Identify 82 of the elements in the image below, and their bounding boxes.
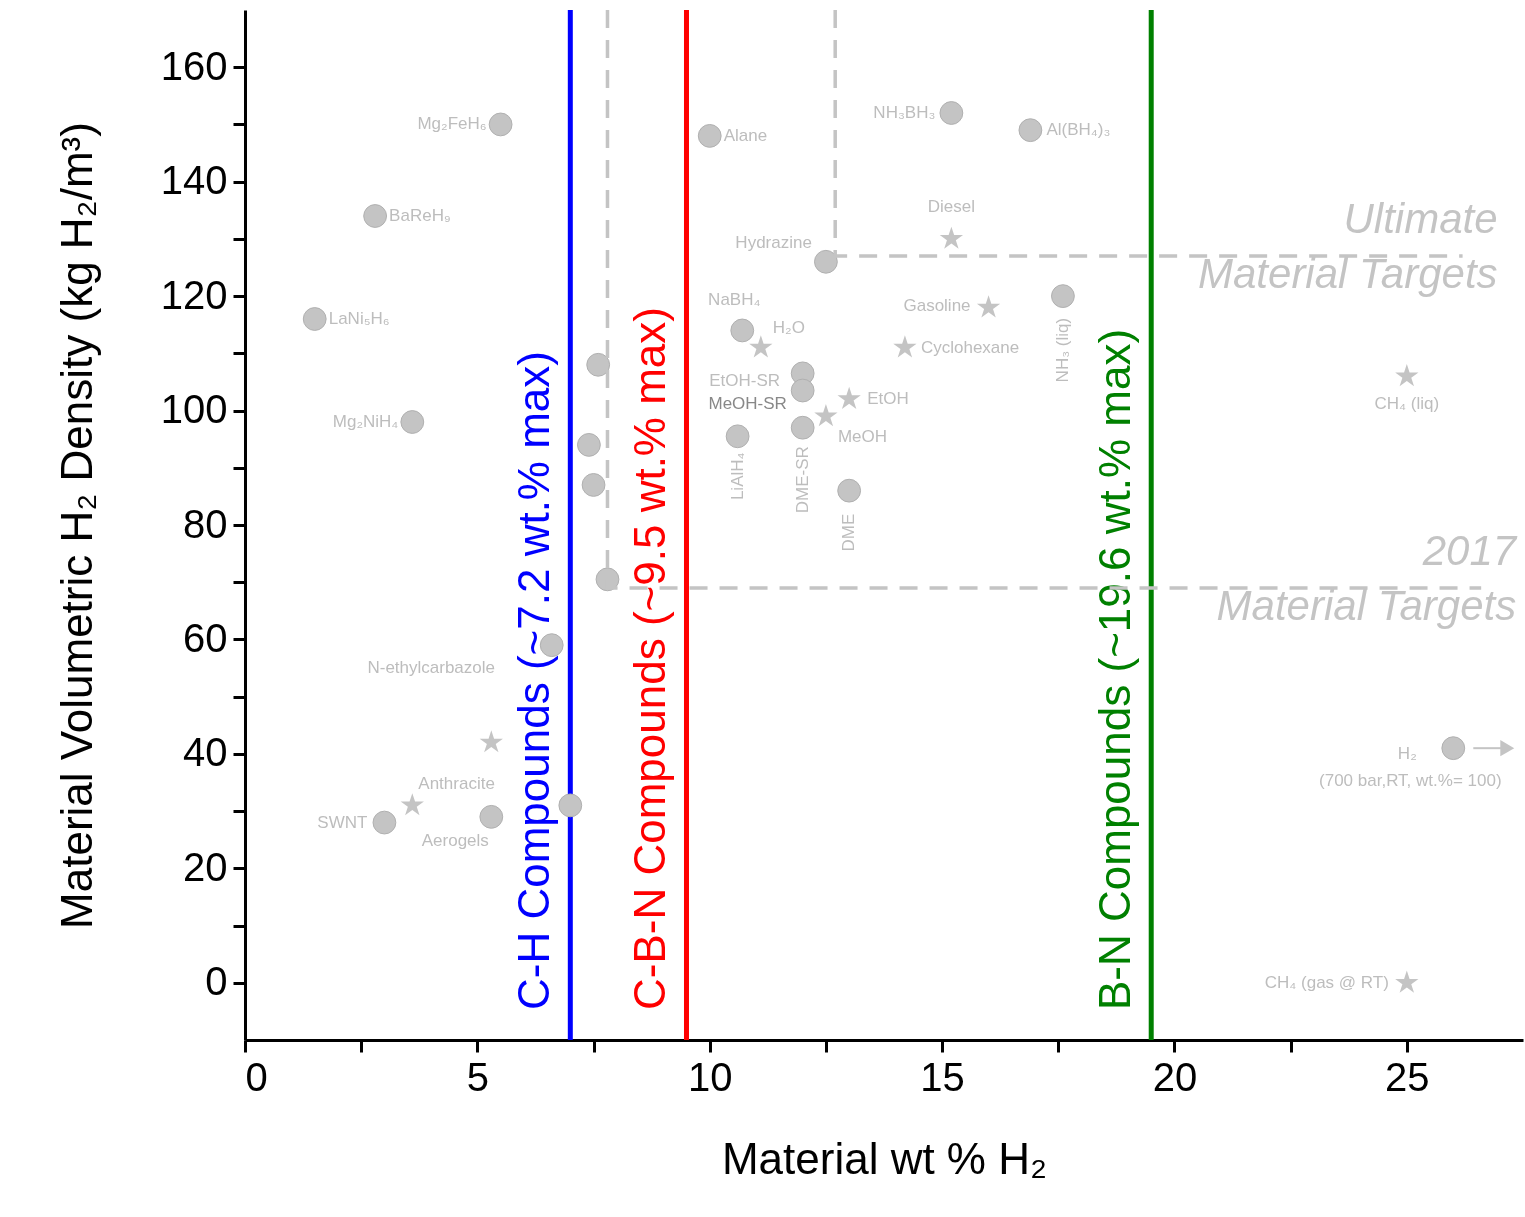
y-tick-label: 160 [160, 43, 228, 88]
annotation: Mg₂NiH₄ [332, 412, 399, 431]
point [790, 415, 815, 440]
ref-line-label: B-N Compounds (~19.6 wt.% max) [1090, 328, 1140, 1010]
x-tick-label: 20 [1152, 1054, 1198, 1099]
annotation: NH₃ (liq) [1052, 317, 1072, 383]
y-tick-label: 100 [160, 387, 228, 432]
point [586, 352, 611, 377]
annotation: Hydrazine [735, 232, 812, 252]
x-tick-label: 15 [920, 1054, 965, 1099]
series-label: 2017 Material Targets [1216, 526, 1518, 629]
point [1395, 363, 1419, 387]
y-tick-label: 80 [183, 501, 228, 546]
point [837, 478, 862, 503]
point [893, 335, 917, 358]
annotation: Diesel [927, 196, 976, 216]
point [939, 101, 964, 125]
point [939, 226, 964, 249]
annotation: Cyclohexane [920, 337, 1020, 357]
y-axis-title: Material Volumetric H₂ Density (kg H₂/m³) [51, 122, 101, 929]
point [577, 433, 601, 457]
point [697, 124, 722, 148]
y-tick-label: 120 [160, 272, 228, 317]
annotation: LiAlH₄ [727, 452, 747, 501]
annotation: H₂O [772, 317, 805, 337]
annotation: H₂ [1397, 744, 1417, 764]
annotation: DME-SR [792, 446, 812, 514]
annotation: Aerogels [421, 830, 489, 850]
point [1051, 284, 1075, 308]
point [814, 249, 838, 274]
annotation: MeOH-SR [708, 393, 787, 413]
annotation: DME [839, 513, 859, 552]
point [814, 404, 838, 427]
x-tick-label: 0 [245, 1054, 268, 1099]
point [479, 804, 504, 829]
point [1018, 118, 1043, 143]
x-axis-title: Material wt % H₂ [721, 1133, 1048, 1183]
x-tick-label: 5 [466, 1054, 489, 1099]
annotation: EtOH [867, 389, 909, 409]
annotation: LaNi₅H₆ [328, 309, 390, 328]
annotation: Anthracite [418, 774, 495, 794]
annotation: Mg₂FeH₆ [417, 114, 487, 134]
annotation: Gasoline [903, 295, 971, 315]
annotation: MeOH [837, 427, 888, 447]
point [837, 386, 861, 410]
y-tick-label: 20 [183, 844, 228, 889]
ref-line-label: C-H Compounds (~7.2 wt.% max) [509, 351, 559, 1010]
point [976, 295, 1001, 318]
annotation: Alane [723, 125, 768, 145]
annotation: NaBH₄ [708, 290, 761, 310]
annotation: NH₃BH₃ [873, 103, 936, 122]
point [725, 424, 750, 449]
point [302, 307, 327, 331]
y-tick-label: 0 [205, 959, 228, 1004]
point [479, 730, 503, 753]
ref-line-label: C-B-N Compounds (~9.5 wt.% max) [625, 307, 675, 1010]
annotation: CH₄ (liq) [1374, 394, 1440, 414]
point [581, 473, 606, 497]
point [488, 112, 513, 137]
point [400, 793, 424, 816]
annotation: BaReH₉ [389, 206, 451, 225]
x-tick-label: 25 [1385, 1054, 1430, 1099]
annotation: CH₄ (gas @ RT) [1264, 972, 1389, 992]
y-tick-label: 60 [183, 615, 228, 660]
annotation: SWNT [317, 812, 368, 832]
point [730, 318, 755, 343]
point [363, 204, 388, 228]
point [400, 410, 425, 434]
point [790, 378, 815, 403]
annotation: Al(BH₄)₃ [1046, 120, 1111, 140]
annotation: N-ethylcarbazole [367, 658, 495, 677]
annotation: (700 bar,RT, wt.%= 100) [1319, 771, 1502, 791]
x-tick-label: 10 [687, 1054, 733, 1099]
annotation: EtOH-SR [709, 371, 781, 391]
y-tick-label: 40 [183, 730, 228, 775]
point [749, 335, 773, 358]
point [1395, 970, 1419, 993]
point [372, 810, 397, 835]
point [1441, 736, 1466, 761]
y-tick-label: 140 [160, 158, 228, 203]
series-label: Ultimate Material Targets [1198, 195, 1498, 298]
point [558, 793, 583, 818]
